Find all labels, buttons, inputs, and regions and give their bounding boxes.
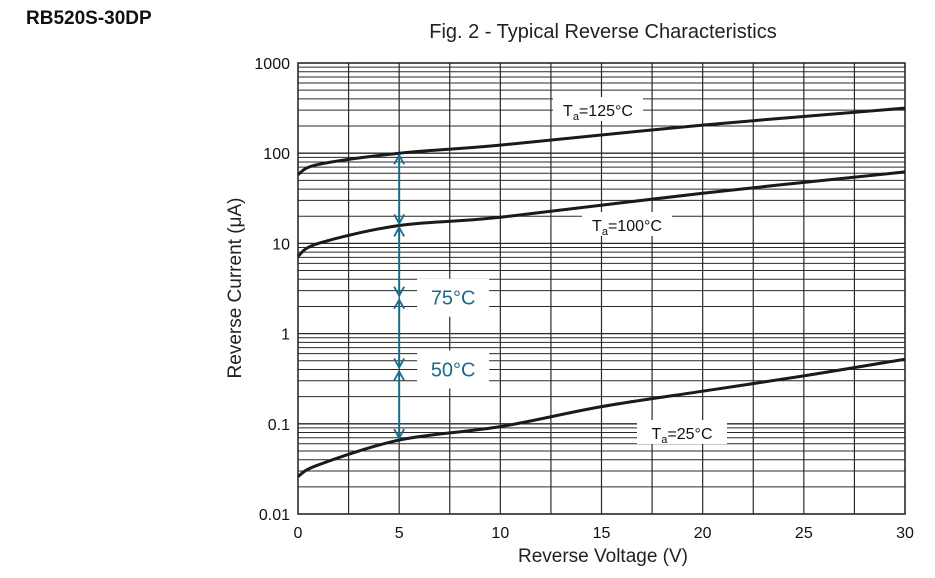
y-axis-label: Reverse Current (μA) (225, 198, 246, 379)
annotation-label: 75°C (431, 288, 476, 310)
y-tick-label: 0.1 (268, 417, 290, 434)
plot-frame (297, 62, 906, 515)
y-tick-label: 0.01 (259, 507, 290, 524)
series-label: Ta=125°C (563, 103, 633, 123)
arrowhead (393, 153, 405, 226)
series-label-bg (582, 212, 672, 236)
x-tick-label: 0 (294, 525, 303, 542)
series-curve-1 (297, 170, 906, 258)
arrowhead (393, 297, 405, 370)
y-tick-label: 1000 (254, 56, 290, 73)
x-tick-label: 20 (694, 525, 712, 542)
annotation-bg (417, 350, 490, 389)
x-axis-label: Reverse Voltage (V) (518, 546, 688, 567)
arrowhead (393, 225, 405, 298)
x-tick-label: 15 (593, 525, 611, 542)
series-label: Ta=100°C (592, 218, 662, 238)
series-label: Ta=25°C (652, 426, 713, 446)
series-label-bg (637, 420, 727, 444)
x-tick-label: 5 (395, 525, 404, 542)
arrowhead (393, 369, 405, 440)
chart-title: Fig. 2 - Typical Reverse Characteristics (429, 21, 777, 43)
series-curve-2 (297, 357, 906, 478)
part-number: RB520S-30DP (26, 8, 152, 29)
x-tick-label: 25 (795, 525, 813, 542)
x-tick-label: 10 (491, 525, 509, 542)
series-curve-0 (297, 106, 906, 176)
y-tick-label: 10 (272, 236, 290, 253)
annotation-label: 50°C (431, 359, 476, 381)
series-label-bg (553, 97, 643, 121)
x-tick-label: 30 (896, 525, 914, 542)
annotation-bg (417, 278, 490, 317)
y-tick-label: 1 (281, 327, 290, 344)
y-tick-label: 100 (263, 146, 290, 163)
